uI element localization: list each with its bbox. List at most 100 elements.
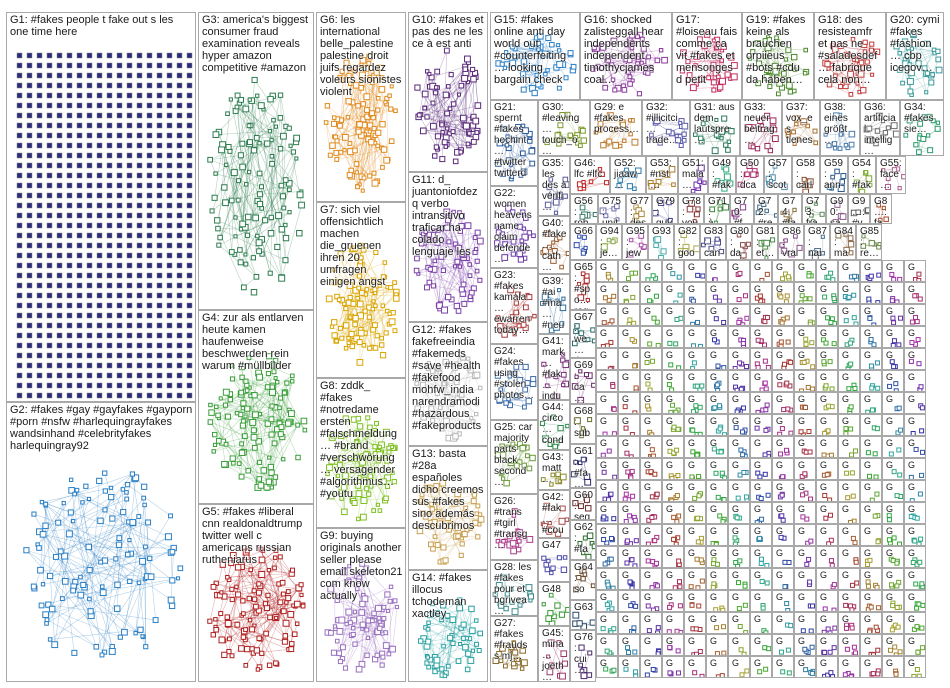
node (93, 643, 100, 650)
node (374, 652, 380, 658)
node (340, 484, 348, 491)
node (257, 141, 262, 146)
node (337, 432, 345, 439)
node (247, 617, 253, 623)
node (109, 515, 116, 522)
node (238, 363, 246, 371)
edge (362, 139, 374, 191)
node (106, 52, 113, 59)
node (277, 599, 284, 606)
node (342, 322, 350, 329)
node (269, 160, 275, 167)
node (352, 641, 358, 647)
node (224, 620, 232, 627)
edge (50, 561, 143, 577)
node (282, 234, 290, 242)
node (136, 352, 143, 359)
edge (64, 555, 104, 593)
node (474, 258, 480, 264)
node (66, 282, 73, 289)
node (97, 517, 104, 525)
node (360, 101, 366, 107)
node (86, 52, 93, 59)
node (140, 634, 145, 639)
node (66, 332, 73, 339)
node (360, 513, 367, 521)
node (355, 665, 363, 673)
node (225, 144, 232, 151)
edge (273, 120, 283, 278)
node (612, 87, 618, 93)
node (791, 88, 797, 94)
edge (42, 576, 81, 585)
node (264, 420, 272, 427)
node (186, 82, 193, 89)
node (374, 604, 382, 612)
edge (353, 252, 377, 304)
edge (26, 549, 130, 582)
node (227, 396, 233, 403)
node (285, 420, 292, 427)
node (146, 382, 153, 389)
node (273, 548, 279, 553)
node (447, 634, 454, 641)
node (377, 64, 384, 71)
node (26, 372, 33, 379)
node (383, 495, 389, 502)
node (46, 162, 53, 169)
node (116, 212, 123, 219)
node (383, 330, 389, 336)
node (541, 555, 547, 561)
group-label-g22: G22: women heavens name claim defende… (494, 188, 532, 265)
edge (42, 502, 64, 535)
node (56, 262, 63, 269)
node (26, 242, 33, 249)
node (363, 451, 370, 458)
node (384, 483, 391, 489)
edge (270, 424, 298, 468)
node (256, 200, 263, 208)
edge (217, 392, 242, 416)
node (390, 470, 395, 475)
node (336, 650, 343, 657)
node (215, 412, 221, 419)
node (455, 658, 462, 664)
node (344, 621, 349, 627)
node (86, 212, 93, 219)
group-g8-nodes (325, 415, 398, 522)
edge (211, 173, 260, 212)
node (136, 242, 143, 249)
node (354, 453, 360, 460)
node (36, 332, 43, 339)
node (102, 649, 108, 655)
edge (434, 76, 476, 157)
node (126, 202, 133, 209)
node (37, 566, 44, 574)
group-g6-nodes (323, 53, 398, 193)
node (280, 132, 287, 140)
node (284, 600, 289, 605)
node (228, 363, 234, 368)
node (146, 292, 153, 299)
node (176, 132, 183, 139)
node (375, 143, 381, 149)
node (86, 567, 93, 574)
node (156, 102, 163, 109)
node (116, 172, 123, 179)
node (255, 667, 261, 672)
group-g29: G29: e #fakes process… (590, 100, 642, 156)
node (234, 621, 241, 628)
edge (40, 505, 47, 571)
node (76, 222, 83, 229)
edge (356, 432, 387, 499)
node (147, 555, 153, 561)
edge (434, 260, 475, 289)
node (66, 322, 73, 329)
node (114, 581, 121, 589)
node (108, 647, 116, 655)
edge (48, 604, 156, 621)
edge (80, 576, 143, 637)
node (350, 300, 357, 307)
group-label-g35: G35: les des à vérifi… (542, 158, 567, 213)
node (337, 251, 344, 258)
